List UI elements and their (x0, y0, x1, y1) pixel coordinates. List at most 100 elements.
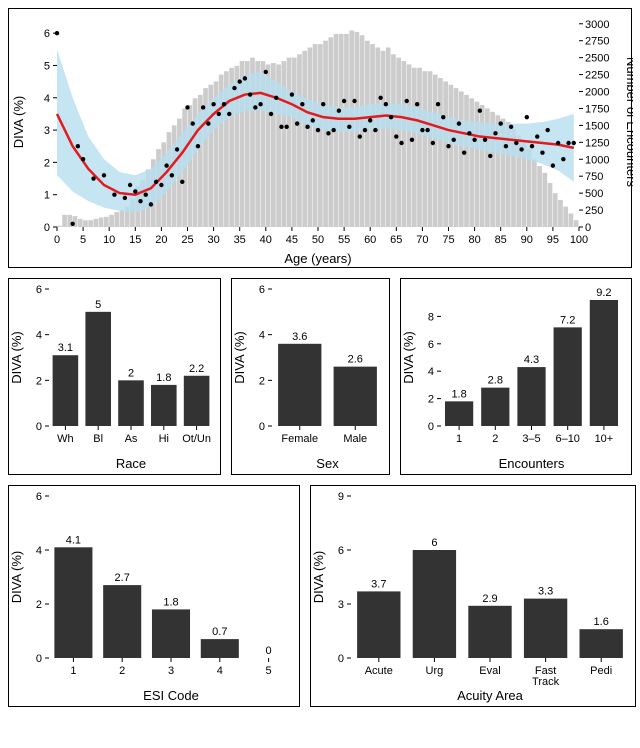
svg-text:1.8: 1.8 (452, 388, 467, 400)
svg-text:Age (years): Age (years) (284, 251, 351, 266)
svg-text:0: 0 (266, 645, 272, 657)
svg-text:0: 0 (54, 234, 60, 246)
svg-text:1.8: 1.8 (163, 596, 178, 608)
svg-text:1: 1 (70, 665, 76, 677)
svg-text:80: 80 (468, 234, 480, 246)
svg-text:Track: Track (532, 676, 560, 688)
svg-text:4: 4 (36, 545, 42, 557)
svg-text:35: 35 (234, 234, 246, 246)
svg-text:Number of Encounters: Number of Encounters (624, 57, 633, 188)
svg-text:20: 20 (155, 234, 167, 246)
svg-text:25: 25 (181, 234, 193, 246)
acuity-chart: 03693.7Acute6Urg2.9Eval3.3FastTrack1.6Pe… (310, 485, 636, 707)
svg-text:9.2: 9.2 (597, 287, 612, 299)
svg-text:ESI Code: ESI Code (143, 688, 199, 703)
svg-text:4: 4 (44, 93, 50, 105)
svg-text:250: 250 (585, 205, 603, 217)
svg-text:750: 750 (585, 171, 603, 183)
svg-text:Urg: Urg (426, 665, 444, 677)
svg-text:1750: 1750 (585, 103, 609, 115)
svg-text:2: 2 (44, 157, 50, 169)
svg-text:0: 0 (36, 653, 42, 665)
svg-text:3000: 3000 (585, 19, 609, 31)
svg-text:Pedi: Pedi (590, 665, 612, 677)
svg-text:85: 85 (495, 234, 507, 246)
svg-text:8: 8 (428, 311, 434, 323)
svg-text:0: 0 (44, 222, 50, 234)
svg-text:9: 9 (338, 491, 344, 503)
svg-text:75: 75 (442, 234, 454, 246)
svg-text:40: 40 (260, 234, 272, 246)
svg-text:1.6: 1.6 (594, 616, 609, 628)
svg-text:2: 2 (128, 367, 134, 379)
svg-text:4: 4 (36, 330, 42, 342)
sex-chart: 02463.6Female2.6MaleSexDIVA (%) (231, 278, 390, 475)
svg-text:0.7: 0.7 (212, 626, 227, 638)
svg-text:4.3: 4.3 (524, 354, 539, 366)
svg-text:3: 3 (44, 125, 50, 137)
svg-text:70: 70 (416, 234, 428, 246)
svg-text:1: 1 (44, 190, 50, 202)
svg-text:55: 55 (338, 234, 350, 246)
svg-text:Wh: Wh (57, 433, 74, 445)
svg-text:6: 6 (431, 537, 437, 549)
svg-text:3: 3 (168, 665, 174, 677)
svg-text:5: 5 (44, 60, 50, 72)
svg-text:0: 0 (338, 653, 344, 665)
svg-text:0: 0 (428, 421, 434, 433)
race-chart: 02463.1Wh5Bl2As1.8Hi2.2Ot/UnRaceDIVA (%) (8, 278, 221, 475)
svg-text:95: 95 (547, 234, 559, 246)
svg-text:6: 6 (36, 491, 42, 503)
svg-text:3.1: 3.1 (58, 342, 73, 354)
svg-text:4: 4 (217, 665, 223, 677)
svg-text:4: 4 (428, 366, 434, 378)
svg-text:3.3: 3.3 (538, 586, 553, 598)
svg-text:2: 2 (119, 665, 125, 677)
svg-text:4.1: 4.1 (66, 534, 81, 546)
svg-text:Female: Female (282, 433, 319, 445)
svg-text:Acuity Area: Acuity Area (457, 688, 524, 703)
svg-text:3.6: 3.6 (292, 331, 307, 343)
svg-text:6: 6 (36, 284, 42, 296)
svg-text:6–10: 6–10 (556, 433, 580, 445)
svg-text:6: 6 (44, 28, 50, 40)
svg-text:60: 60 (364, 234, 376, 246)
svg-text:7.2: 7.2 (560, 314, 575, 326)
svg-text:DIVA (%): DIVA (%) (232, 331, 247, 384)
svg-text:Encounters: Encounters (499, 456, 565, 471)
svg-text:1250: 1250 (585, 137, 609, 149)
svg-text:5: 5 (266, 665, 272, 677)
svg-text:10: 10 (103, 234, 115, 246)
svg-text:2500: 2500 (585, 53, 609, 65)
svg-text:Sex: Sex (317, 456, 340, 471)
svg-text:DIVA (%): DIVA (%) (9, 331, 24, 384)
svg-text:1.8: 1.8 (156, 372, 171, 384)
svg-text:2: 2 (36, 599, 42, 611)
svg-text:Eval: Eval (479, 665, 500, 677)
svg-text:30: 30 (207, 234, 219, 246)
svg-text:2: 2 (259, 375, 265, 387)
svg-text:DIVA (%): DIVA (%) (9, 551, 24, 604)
svg-text:100: 100 (570, 234, 588, 246)
svg-text:6: 6 (259, 284, 265, 296)
svg-text:45: 45 (286, 234, 298, 246)
esi-chart: 0 2 4 6 4.1 1 2.7 2 1.8 3 0.7 4 0 5 ESI Code DIVA (%) (8, 485, 300, 707)
svg-text:2.7: 2.7 (115, 572, 130, 584)
svg-text:2: 2 (493, 433, 499, 445)
svg-text:Race: Race (116, 456, 146, 471)
svg-text:DIVA (%): DIVA (%) (401, 331, 416, 384)
svg-text:As: As (125, 433, 138, 445)
svg-text:DIVA (%): DIVA (%) (11, 96, 26, 149)
svg-text:500: 500 (585, 188, 603, 200)
svg-text:3–5: 3–5 (523, 433, 541, 445)
svg-text:Acute: Acute (365, 665, 393, 677)
svg-text:5: 5 (95, 299, 101, 311)
svg-text:6: 6 (428, 339, 434, 351)
svg-text:2: 2 (36, 375, 42, 387)
svg-text:DIVA (%): DIVA (%) (311, 551, 326, 604)
svg-text:65: 65 (390, 234, 402, 246)
svg-text:1: 1 (456, 433, 462, 445)
svg-text:2.8: 2.8 (488, 375, 503, 387)
svg-text:90: 90 (521, 234, 533, 246)
svg-text:10+: 10+ (595, 433, 614, 445)
